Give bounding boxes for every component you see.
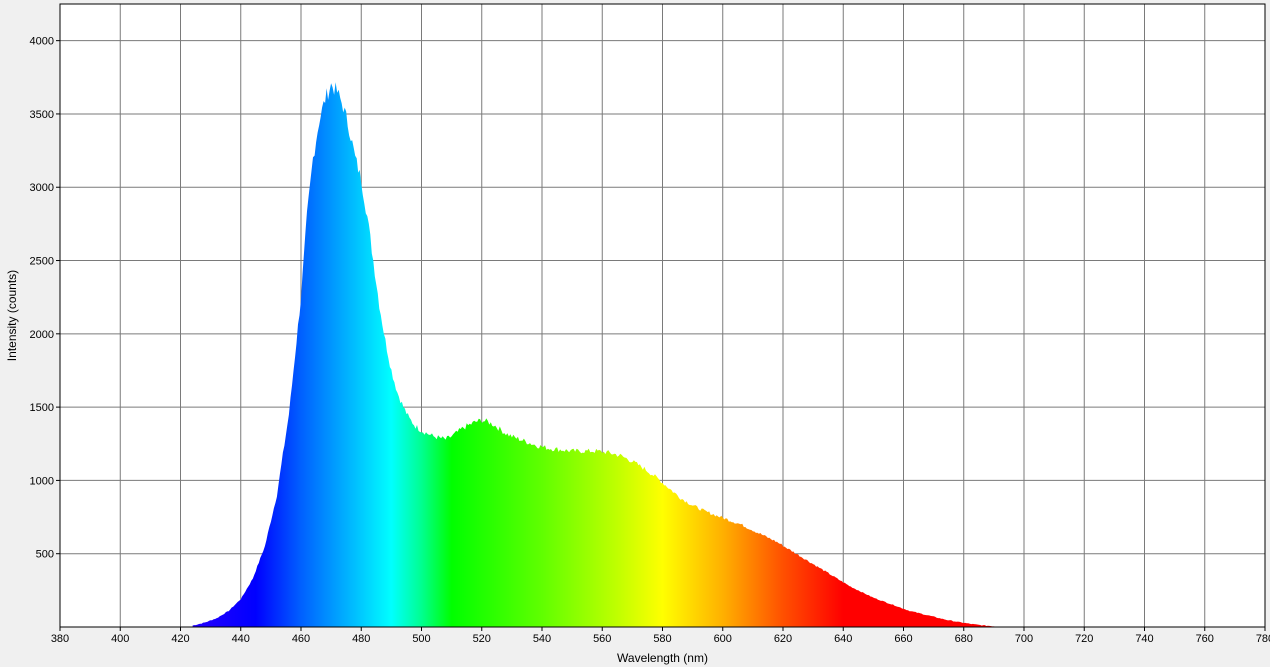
x-tick-label: 580 xyxy=(653,633,671,645)
y-tick-label: 2000 xyxy=(30,329,54,341)
x-tick-label: 520 xyxy=(473,633,491,645)
x-tick-label: 380 xyxy=(51,633,69,645)
x-tick-label: 640 xyxy=(834,633,852,645)
x-tick-label: 680 xyxy=(955,633,973,645)
x-tick-label: 740 xyxy=(1135,633,1153,645)
x-tick-label: 700 xyxy=(1015,633,1033,645)
x-tick-label: 760 xyxy=(1196,633,1214,645)
x-tick-label: 660 xyxy=(894,633,912,645)
x-axis-title: Wavelength (nm) xyxy=(617,651,708,665)
x-tick-label: 720 xyxy=(1075,633,1093,645)
y-tick-label: 2500 xyxy=(30,256,54,268)
y-tick-label: 3000 xyxy=(30,182,54,194)
y-tick-label: 4000 xyxy=(30,36,54,48)
x-tick-label: 400 xyxy=(111,633,129,645)
x-tick-label: 540 xyxy=(533,633,551,645)
x-tick-label: 460 xyxy=(292,633,310,645)
x-tick-label: 560 xyxy=(593,633,611,645)
y-tick-label: 1500 xyxy=(30,402,54,414)
y-axis: 500 1000 1500 2000 2500 3000 3500 4000 xyxy=(30,36,60,561)
x-tick-label: 780 xyxy=(1256,633,1270,645)
y-tick-label: 3500 xyxy=(30,109,54,121)
y-tick-label: 500 xyxy=(36,549,54,561)
x-tick-label: 500 xyxy=(412,633,430,645)
x-axis: 380 400 420 440 460 480 500 520 540 560 580 600 620 6… xyxy=(51,627,1270,645)
spectrum-area xyxy=(192,82,1006,627)
y-tick-label: 1000 xyxy=(30,475,54,487)
x-tick-label: 480 xyxy=(352,633,370,645)
x-tick-label: 440 xyxy=(232,633,250,645)
y-axis-title: Intensity (counts) xyxy=(5,270,19,361)
x-tick-label: 620 xyxy=(774,633,792,645)
x-tick-label: 420 xyxy=(171,633,189,645)
x-tick-label: 600 xyxy=(714,633,732,645)
